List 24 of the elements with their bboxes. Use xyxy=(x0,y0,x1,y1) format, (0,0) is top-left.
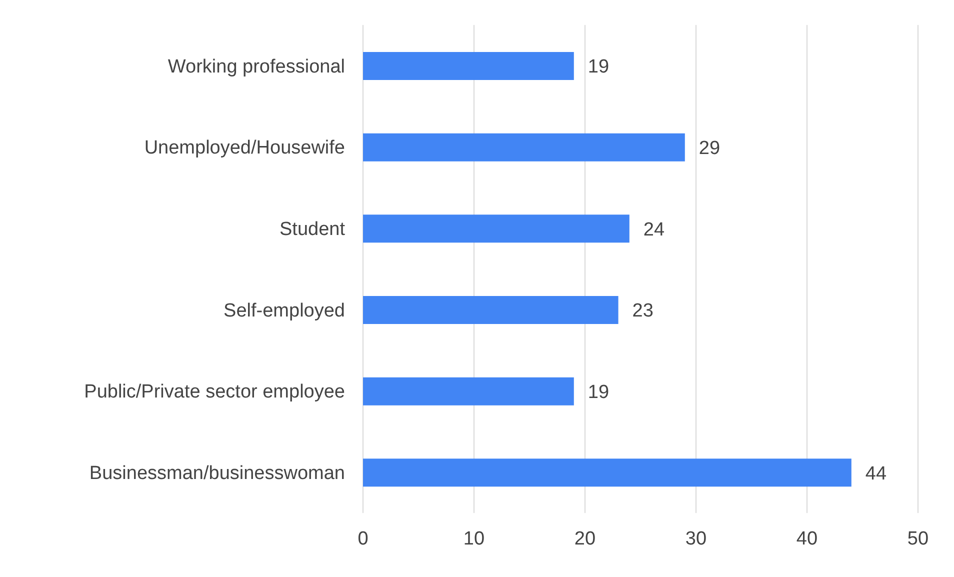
y-tick-label: Public/Private sector employee xyxy=(84,382,345,403)
bar xyxy=(363,377,574,406)
x-tick-label: 10 xyxy=(463,528,485,550)
x-tick-label: 0 xyxy=(358,528,368,550)
x-tick-label: 50 xyxy=(907,528,929,550)
x-tick-label: 30 xyxy=(685,528,707,550)
x-tick-label: 40 xyxy=(796,528,818,550)
data-label: 29 xyxy=(698,138,720,160)
bar xyxy=(363,133,685,162)
bar xyxy=(363,52,574,80)
data-label: 19 xyxy=(588,382,610,404)
y-tick-label: Unemployed/Housewife xyxy=(144,138,345,159)
bar xyxy=(363,458,852,487)
y-tick-label: Businessman/businesswoman xyxy=(89,463,345,484)
data-label: 23 xyxy=(632,300,654,322)
bar xyxy=(363,214,630,243)
y-tick-label: Working professional xyxy=(168,56,345,78)
data-label: 24 xyxy=(643,219,665,240)
bar xyxy=(363,296,618,324)
x-tick-label: 20 xyxy=(574,528,596,550)
data-label: 19 xyxy=(588,56,610,78)
y-tick-label: Student xyxy=(280,219,346,240)
data-label: 44 xyxy=(865,463,887,484)
y-tick-label: Self-employed xyxy=(224,300,345,322)
